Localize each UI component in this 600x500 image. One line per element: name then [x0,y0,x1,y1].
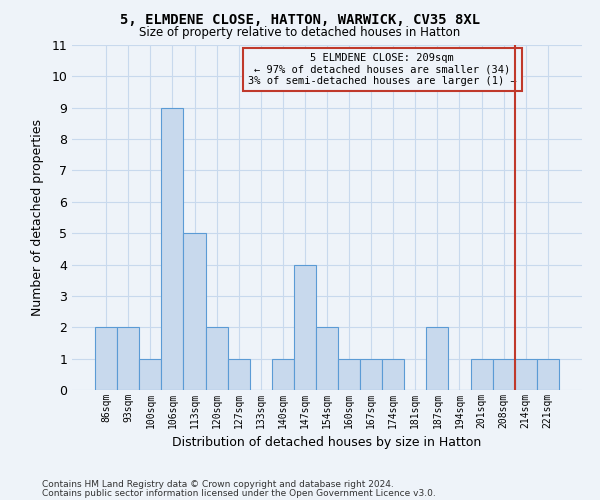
Bar [294,264,316,390]
Bar [272,358,294,390]
Text: Size of property relative to detached houses in Hatton: Size of property relative to detached ho… [139,26,461,39]
Bar [117,328,139,390]
Bar [184,233,206,390]
Bar [515,358,537,390]
Bar [537,358,559,390]
Text: 5, ELMDENE CLOSE, HATTON, WARWICK, CV35 8XL: 5, ELMDENE CLOSE, HATTON, WARWICK, CV35 … [120,12,480,26]
Y-axis label: Number of detached properties: Number of detached properties [31,119,44,316]
Text: Contains public sector information licensed under the Open Government Licence v3: Contains public sector information licen… [42,488,436,498]
Bar [206,328,227,390]
Bar [316,328,338,390]
Text: Contains HM Land Registry data © Crown copyright and database right 2024.: Contains HM Land Registry data © Crown c… [42,480,394,489]
Bar [95,328,117,390]
Bar [338,358,360,390]
Bar [227,358,250,390]
X-axis label: Distribution of detached houses by size in Hatton: Distribution of detached houses by size … [172,436,482,450]
Bar [360,358,382,390]
Bar [427,328,448,390]
Bar [382,358,404,390]
Bar [161,108,184,390]
Bar [139,358,161,390]
Bar [493,358,515,390]
Bar [470,358,493,390]
Text: 5 ELMDENE CLOSE: 209sqm
← 97% of detached houses are smaller (34)
3% of semi-det: 5 ELMDENE CLOSE: 209sqm ← 97% of detache… [248,53,517,86]
